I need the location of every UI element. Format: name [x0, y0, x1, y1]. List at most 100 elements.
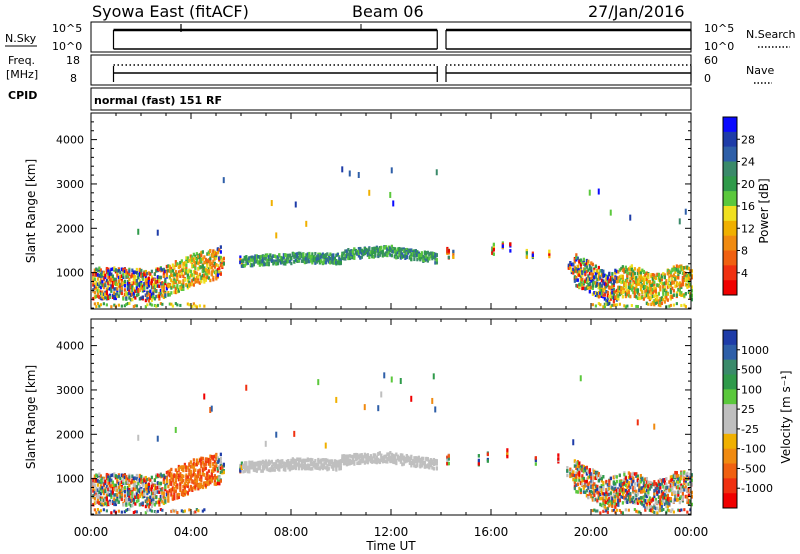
- scatter-point: [314, 464, 317, 468]
- scatter-point: [432, 461, 435, 466]
- scatter-point: [626, 304, 629, 308]
- scatter-point: [239, 257, 242, 262]
- scatter-point: [144, 298, 147, 303]
- scatter-point: [420, 255, 423, 260]
- scatter-point: [108, 501, 111, 506]
- scatter-point: [150, 269, 153, 274]
- scatter-point: [117, 488, 120, 492]
- scatter-point: [182, 287, 185, 291]
- scatter-point: [117, 475, 120, 479]
- scatter-point: [186, 259, 189, 264]
- scatter-point: [96, 268, 99, 273]
- velocity-scatter: [92, 372, 693, 515]
- scatter-point: [593, 508, 596, 512]
- scatter-point: [108, 272, 111, 276]
- scatter-point: [102, 302, 105, 306]
- scatter-point: [654, 276, 657, 281]
- scatter-point: [680, 293, 683, 297]
- scatter-point: [590, 482, 593, 486]
- scatter-point: [353, 247, 356, 251]
- scatter-point: [168, 302, 171, 306]
- scatter-point: [615, 298, 618, 302]
- scatter-point: [308, 251, 311, 256]
- scatter-point: [587, 469, 590, 474]
- scatter-point: [126, 271, 129, 275]
- scatter-point: [344, 457, 347, 462]
- scatter-point: [158, 503, 161, 507]
- scatter-point: [650, 302, 653, 307]
- scatter-point: [96, 273, 99, 277]
- scatter-point: [99, 478, 102, 482]
- scatter-point: [594, 489, 597, 493]
- scatter-point: [180, 509, 183, 513]
- scatter-point: [369, 455, 372, 459]
- scatter-point: [171, 284, 174, 289]
- scatter-point: [345, 249, 348, 253]
- scatter-point: [639, 473, 642, 478]
- scatter-point: [105, 493, 108, 498]
- scatter-point: [93, 290, 96, 295]
- scatter-point: [596, 490, 599, 495]
- scatter-point: [251, 255, 254, 259]
- scatter-point: [204, 476, 207, 480]
- scatter-point: [303, 462, 306, 467]
- scatter-point: [153, 494, 156, 498]
- scatter-point: [624, 488, 627, 493]
- scatter-point: [587, 482, 590, 486]
- scatter-point: [599, 291, 602, 295]
- scatter-point: [116, 294, 119, 299]
- scatter-point: [612, 494, 615, 499]
- scatter-point: [92, 477, 95, 482]
- scatter-point: [110, 284, 113, 288]
- scatter-point: [105, 502, 108, 507]
- scatter-point: [194, 270, 197, 275]
- scatter-point: [657, 299, 660, 303]
- scatter-point: [243, 263, 246, 268]
- scatter-point: [276, 464, 279, 469]
- scatter-point: [219, 245, 222, 249]
- scatter-point: [185, 479, 188, 483]
- scatter-point: [197, 486, 200, 491]
- scatter-point: [687, 274, 690, 278]
- scatter-point: [105, 496, 108, 500]
- scatter-point: [660, 301, 663, 306]
- scatter-point: [212, 466, 215, 471]
- scatter-point: [284, 253, 287, 257]
- scatter-point: [147, 477, 150, 481]
- scatter-point: [650, 283, 653, 288]
- scatter-point: [161, 285, 164, 289]
- scatter-point: [636, 271, 639, 276]
- scatter-point: [242, 263, 245, 268]
- scatter-point: [356, 452, 359, 457]
- scatter-point: [176, 273, 179, 278]
- scatter-point: [633, 482, 636, 486]
- scatter-point: [113, 502, 116, 507]
- scatter-point: [135, 492, 138, 496]
- scatter-point: [408, 249, 411, 254]
- scatter-point: [686, 487, 689, 491]
- scatter-point: [651, 510, 654, 514]
- scatter-point: [123, 510, 126, 514]
- scatter-point: [668, 275, 671, 279]
- freq-tick-bottom: 8: [70, 72, 77, 85]
- scatter-point: [102, 478, 105, 483]
- scatter-point: [584, 287, 587, 291]
- scatter-point: [431, 253, 434, 257]
- scatter-point: [126, 281, 129, 286]
- scatter-point: [597, 473, 600, 477]
- scatter-point: [257, 466, 260, 471]
- scatter-point: [210, 469, 213, 473]
- scatter-point: [573, 259, 576, 264]
- scatter-point: [179, 485, 182, 489]
- scatter-point: [597, 275, 600, 279]
- scatter-point: [633, 291, 636, 296]
- scatter-point: [656, 506, 659, 511]
- scatter-point: [125, 498, 128, 503]
- scatter-point: [686, 500, 689, 504]
- scatter-point: [122, 503, 125, 507]
- scatter-point: [99, 281, 102, 285]
- scatter-point: [431, 251, 434, 256]
- scatter-point: [189, 472, 192, 476]
- scatter-point: [129, 284, 132, 289]
